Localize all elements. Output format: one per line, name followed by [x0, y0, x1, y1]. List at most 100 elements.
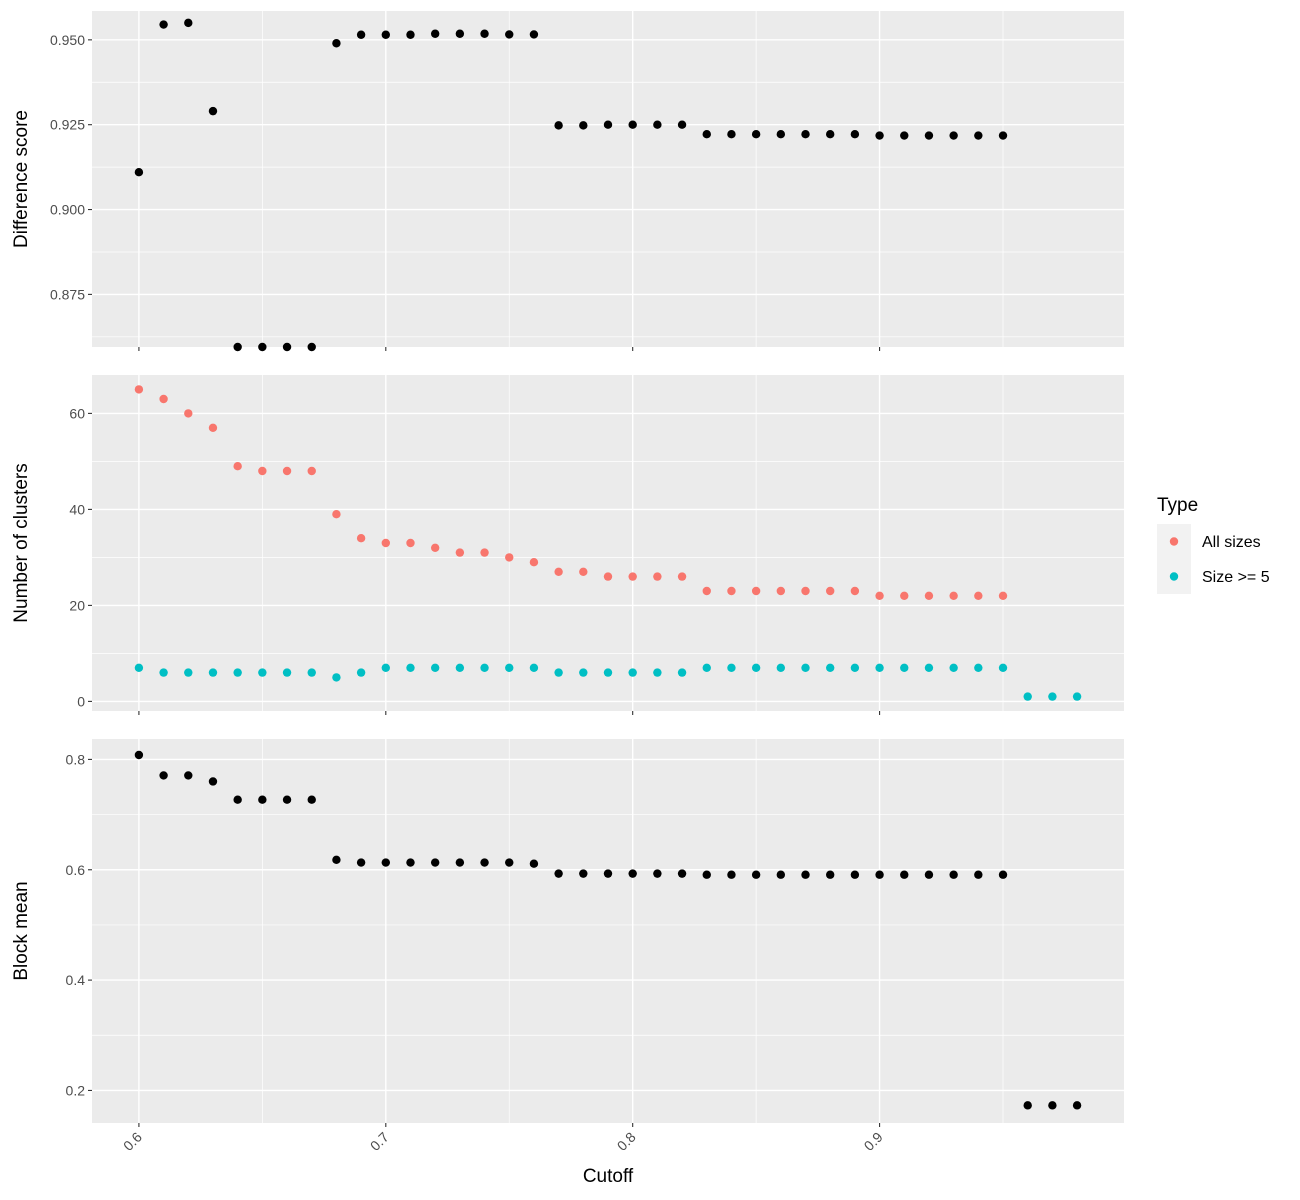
data-point — [159, 20, 168, 29]
data-point — [159, 394, 168, 404]
data-point — [998, 131, 1008, 140]
y-tick-label: 0.8 — [66, 751, 86, 767]
data-point — [134, 663, 144, 672]
data-point — [233, 462, 242, 471]
data-point — [850, 870, 860, 879]
data-point — [134, 750, 144, 760]
data-point — [875, 131, 884, 140]
x-tick-label: 0.8 — [614, 1129, 639, 1154]
data-point — [702, 663, 711, 672]
data-point — [900, 870, 909, 879]
data-point — [134, 168, 144, 177]
series-1 — [134, 750, 1082, 1110]
data-point — [603, 572, 613, 581]
data-point — [776, 663, 786, 672]
data-point — [751, 663, 761, 672]
data-point — [184, 18, 193, 28]
data-point — [529, 30, 539, 39]
y-axis-title: Number of clusters — [11, 463, 32, 622]
data-point — [430, 663, 440, 672]
x-axis-title: Cutoff — [583, 1166, 634, 1187]
data-point — [628, 668, 637, 677]
data-point — [307, 668, 316, 677]
data-point — [208, 423, 218, 432]
data-point — [1023, 1101, 1032, 1110]
data-point — [776, 130, 786, 139]
data-point — [258, 668, 267, 677]
data-point — [233, 342, 242, 352]
series-1 — [134, 18, 1008, 352]
data-point — [406, 30, 415, 39]
y-axis-title: Difference score — [11, 110, 32, 248]
data-point — [554, 869, 563, 878]
legend-key-point — [1169, 537, 1179, 546]
legend-item: Size >= 5 — [1157, 559, 1270, 594]
data-point — [233, 668, 242, 677]
data-point — [208, 668, 218, 677]
data-point — [702, 870, 711, 879]
data-point — [406, 858, 415, 867]
data-point — [480, 858, 489, 867]
data-point — [801, 130, 810, 139]
data-point — [751, 586, 761, 596]
data-point — [900, 591, 909, 600]
x-tick-label: 0.9 — [861, 1129, 886, 1154]
y-tick-label: 0.6 — [66, 862, 86, 878]
data-point — [900, 131, 909, 140]
data-point — [282, 466, 292, 476]
panel-background — [92, 739, 1124, 1123]
data-point — [628, 869, 637, 878]
data-point — [727, 130, 736, 139]
data-point — [233, 795, 242, 804]
data-point — [430, 543, 440, 552]
data-point — [974, 663, 983, 672]
data-point — [505, 553, 514, 562]
data-point — [974, 591, 983, 600]
data-point — [529, 663, 539, 672]
series-1 — [134, 385, 1008, 600]
data-point — [381, 538, 390, 548]
data-point — [356, 534, 366, 543]
data-point — [381, 663, 390, 672]
data-point — [455, 663, 465, 672]
data-point — [826, 586, 835, 596]
data-point — [924, 131, 934, 140]
data-point — [406, 663, 415, 672]
data-point — [258, 795, 267, 804]
data-point — [1048, 692, 1057, 701]
legend-item: All sizes — [1157, 524, 1261, 559]
data-point — [751, 870, 761, 879]
data-point — [850, 586, 860, 596]
data-point — [455, 29, 465, 38]
data-point — [332, 673, 341, 682]
data-point — [579, 567, 588, 576]
data-point — [208, 777, 218, 786]
data-point — [579, 869, 588, 878]
data-point — [776, 586, 786, 596]
data-point — [924, 663, 934, 672]
y-axis-title: Block mean — [11, 881, 32, 980]
y-tick-label: 40 — [69, 501, 85, 517]
data-point — [159, 771, 168, 780]
data-point — [974, 131, 983, 140]
data-point — [579, 121, 588, 130]
data-point — [554, 121, 563, 130]
data-point — [727, 663, 736, 672]
data-point — [1072, 692, 1082, 701]
data-point — [184, 668, 193, 677]
legend-label: All sizes — [1202, 534, 1261, 551]
legend-items: All sizes Size >= 5 — [1157, 524, 1270, 594]
data-point — [184, 409, 193, 418]
data-point — [332, 510, 341, 519]
data-point — [826, 870, 835, 879]
data-point — [258, 466, 267, 476]
y-tick-label: 0.925 — [50, 117, 85, 133]
data-point — [208, 106, 218, 116]
data-point — [974, 870, 983, 879]
panel-3: 0.2 0.4 0.6 0.8 Block mean — [11, 739, 1124, 1127]
data-point — [529, 859, 539, 868]
data-point — [184, 771, 193, 780]
panel-background — [92, 375, 1124, 711]
data-point — [430, 29, 440, 38]
legend-title: Type — [1157, 495, 1198, 516]
